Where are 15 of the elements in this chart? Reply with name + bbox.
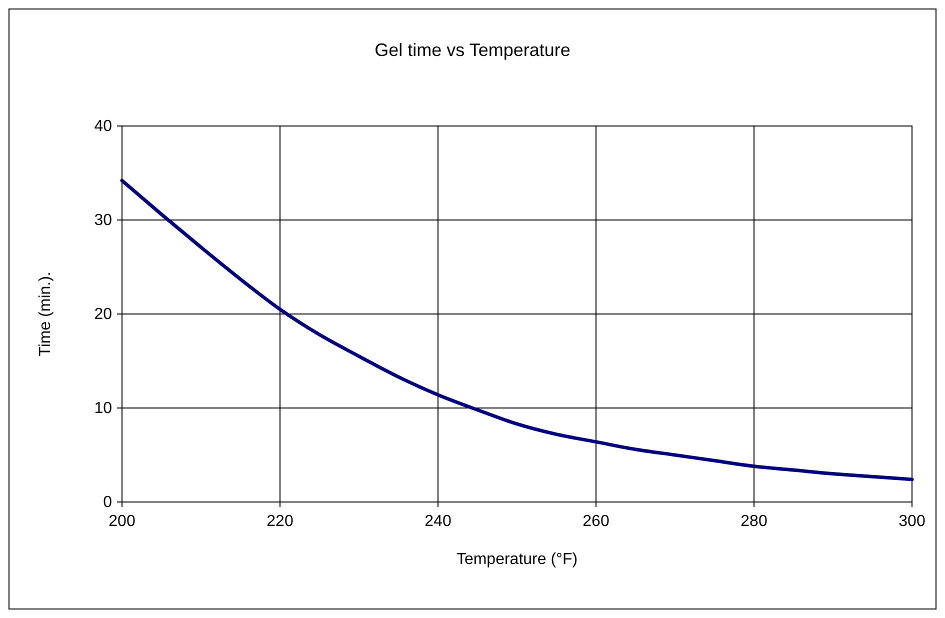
y-axis-title: Time (min.).: [37, 272, 54, 356]
chart-title: Gel time vs Temperature: [374, 40, 570, 60]
y-tick-label: 20: [94, 306, 112, 323]
y-tick-label: 10: [94, 400, 112, 417]
line-series: [120, 178, 914, 482]
x-axis-title: Temperature (°F): [456, 551, 578, 568]
x-tick-label: 200: [108, 513, 136, 530]
x-tick-label: 220: [266, 513, 294, 530]
x-tick-label: 280: [740, 513, 768, 530]
y-tick-label: 0: [103, 494, 112, 511]
x-tick-label: 240: [424, 513, 452, 530]
y-tick-label: 40: [94, 118, 112, 135]
x-tick-label: 260: [582, 513, 610, 530]
y-tick-label: 30: [94, 212, 112, 229]
x-tick-label: 300: [898, 513, 926, 530]
